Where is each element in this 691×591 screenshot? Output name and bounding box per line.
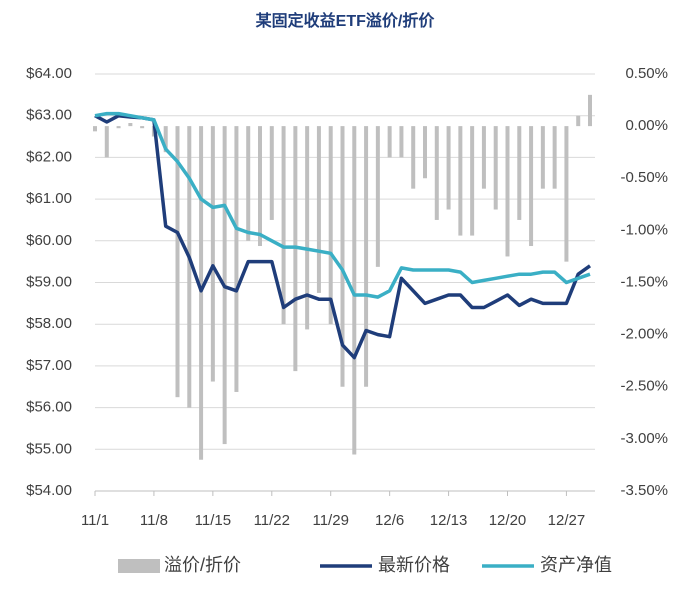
bar: [258, 126, 262, 247]
x-tick-label: 12/13: [430, 512, 468, 529]
bar: [552, 126, 557, 189]
bar: [505, 126, 510, 257]
bar: [540, 126, 545, 189]
y-tick-label: $63.00: [26, 107, 72, 124]
bar: [387, 126, 392, 158]
line: [94, 113, 592, 360]
chart-title: 某固定收益ETF溢价/折价: [255, 11, 436, 30]
bar: [481, 126, 486, 189]
bar: [210, 126, 215, 382]
bar: [175, 126, 180, 398]
bar: [93, 126, 97, 132]
y2-tick-label: -3.00%: [620, 430, 668, 447]
x-tick-label: 12/27: [548, 512, 586, 529]
y2-tick-label: -1.00%: [620, 221, 668, 238]
x-tick-label: 11/15: [195, 512, 231, 529]
bar: [470, 126, 475, 236]
y-tick-label: $64.00: [26, 65, 72, 82]
bar: [458, 126, 463, 236]
bar: [564, 126, 569, 262]
legend-label: 溢价/折价: [164, 555, 241, 575]
bar: [316, 126, 321, 293]
bar: [281, 126, 286, 325]
y-tick-label: $61.00: [26, 190, 72, 207]
bar: [128, 122, 133, 127]
bar: [399, 126, 404, 158]
x-tick-label: 11/22: [254, 512, 290, 529]
y-tick-label: $54.00: [26, 482, 72, 499]
bar: [305, 126, 310, 330]
bar: [199, 126, 204, 460]
bar: [328, 126, 333, 325]
bar: [352, 126, 357, 455]
bar: [340, 126, 345, 387]
bar: [246, 126, 251, 241]
bar: [269, 126, 274, 220]
bar: [493, 126, 498, 210]
bar: [187, 126, 192, 408]
bar: [116, 126, 121, 129]
bar: [163, 126, 168, 153]
y-tick-label: $62.00: [26, 148, 72, 165]
bar: [234, 126, 239, 392]
y2-tick-label: 0.50%: [625, 65, 668, 82]
x-tick-label: 11/8: [140, 512, 168, 529]
y-tick-label: $56.00: [26, 399, 72, 416]
bar: [434, 126, 439, 220]
bar: [364, 126, 369, 387]
legend-label: 最新价格: [378, 555, 450, 575]
bar: [446, 126, 451, 210]
y2-tick-label: -3.50%: [620, 482, 668, 499]
y-tick-label: $57.00: [26, 357, 72, 374]
y2-tick-label: -0.50%: [620, 169, 668, 186]
y2-tick-label: -2.00%: [620, 326, 668, 343]
legend-swatch: [118, 559, 160, 573]
bar: [411, 126, 416, 189]
bar: [588, 94, 592, 127]
bar: [140, 126, 145, 129]
legend-label: 资产净值: [540, 555, 612, 575]
bar: [576, 115, 581, 127]
y-tick-label: $59.00: [26, 273, 72, 290]
x-tick-label: 11/29: [312, 512, 348, 529]
y2-tick-label: 0.00%: [625, 117, 668, 134]
bar: [517, 126, 522, 220]
x-tick-label: 12/20: [489, 512, 527, 529]
y2-tick-label: -1.50%: [620, 273, 668, 290]
bar: [529, 126, 534, 247]
bar: [104, 126, 109, 158]
y-tick-label: $58.00: [26, 315, 72, 332]
y-tick-label: $60.00: [26, 232, 72, 249]
y-tick-label: $55.00: [26, 440, 72, 457]
x-tick-label: 12/6: [375, 512, 404, 529]
line: [94, 111, 591, 299]
y2-tick-label: -2.50%: [620, 378, 668, 395]
bar: [423, 126, 427, 179]
bar: [375, 126, 380, 267]
x-tick-label: 11/1: [81, 512, 109, 529]
